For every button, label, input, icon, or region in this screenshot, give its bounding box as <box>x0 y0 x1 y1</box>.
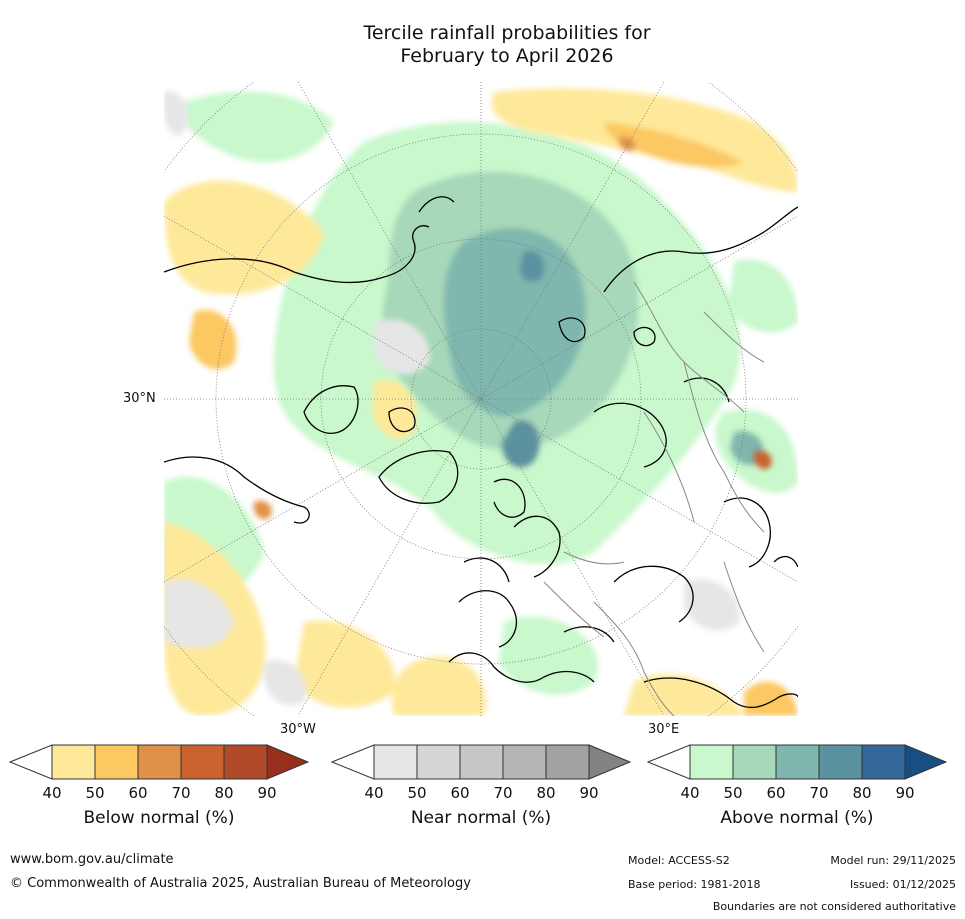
tick-label: 90 <box>895 784 915 802</box>
tick-label: 40 <box>42 784 62 802</box>
coastlines <box>164 196 798 709</box>
model-name: Model: ACCESS-S2 <box>628 854 730 867</box>
colorbar-near-normal-title: Near normal (%) <box>410 808 552 828</box>
graticule <box>164 82 798 716</box>
colorbar-below-normal-title: Below normal (%) <box>83 808 235 828</box>
tick-label: 80 <box>536 784 556 802</box>
boundary-disclaimer: Boundaries are not considered authoritat… <box>712 900 956 913</box>
longitude-label-30w: 30°W <box>280 722 316 737</box>
longitude-label-30e: 30°E <box>648 722 680 737</box>
title-line-1: Tercile rainfall probabilities for <box>363 22 651 44</box>
tick-label: 60 <box>128 784 148 802</box>
base-period: Base period: 1981-2018 <box>628 878 761 891</box>
tick-label: 40 <box>364 784 384 802</box>
tick-label: 90 <box>257 784 277 802</box>
colorbar-above-normal-swatches <box>646 744 948 780</box>
tick-label: 40 <box>680 784 700 802</box>
tick-label: 80 <box>214 784 234 802</box>
title-line-2: February to April 2026 <box>400 45 614 67</box>
country-boundaries <box>543 281 765 716</box>
copyright-notice: © Commonwealth of Australia 2025, Austra… <box>10 876 471 891</box>
probability-map <box>164 82 798 716</box>
source-url[interactable]: www.bom.gov.au/climate <box>10 852 174 867</box>
colorbar-above-normal-title: Above normal (%) <box>720 808 874 828</box>
colorbar-below-normal-swatches <box>8 744 310 780</box>
tick-label: 70 <box>171 784 191 802</box>
colorbar-above-normal <box>646 744 948 784</box>
tick-label: 50 <box>85 784 105 802</box>
tick-label: 80 <box>852 784 872 802</box>
colorbar-below-normal <box>8 744 310 784</box>
colorbar-near-normal-swatches <box>330 744 632 780</box>
model-run-date: Model run: 29/11/2025 <box>830 854 956 867</box>
tick-label: 60 <box>450 784 470 802</box>
tick-label: 50 <box>723 784 743 802</box>
tick-label: 50 <box>407 784 427 802</box>
tick-label: 60 <box>766 784 786 802</box>
map-canvas <box>164 82 798 716</box>
tick-label: 70 <box>809 784 829 802</box>
tick-label: 90 <box>579 784 599 802</box>
issued-date: Issued: 01/12/2025 <box>849 878 956 891</box>
near-normal-areas <box>164 91 740 706</box>
latitude-label-30n: 30°N <box>123 391 156 406</box>
tick-label: 70 <box>493 784 513 802</box>
colorbar-near-normal <box>330 744 632 784</box>
map-title: Tercile rainfall probabilities for Febru… <box>0 22 965 68</box>
